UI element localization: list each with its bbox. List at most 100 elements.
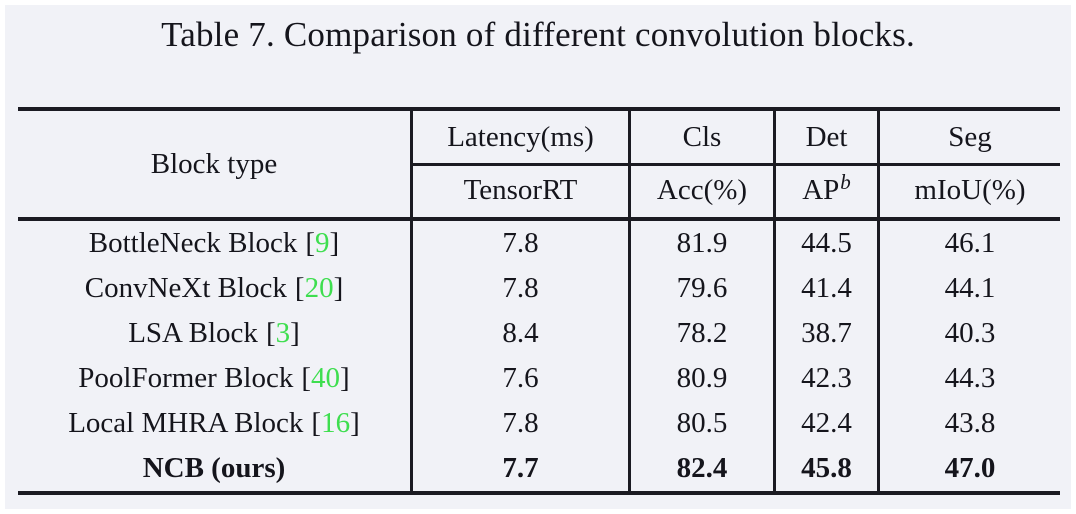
cell-acc: 79.6: [628, 266, 773, 311]
block-name: PoolFormer Block: [78, 362, 294, 394]
cell-acc: 78.2: [628, 311, 773, 356]
header-seg: Seg: [877, 111, 1060, 164]
latency-value: 8.4: [502, 317, 539, 349]
block-name: BottleNeck Block: [88, 227, 298, 259]
header-latency-label: Latency(ms): [447, 121, 594, 153]
cell-ap: 41.4: [773, 266, 877, 311]
block-name: NCB (ours): [142, 452, 286, 484]
header-det-label: Det: [805, 121, 848, 153]
latency-value: 7.8: [502, 272, 539, 304]
header-cls-label: Cls: [682, 121, 722, 153]
cell-latency: 7.6: [410, 356, 628, 401]
cell-acc: 80.9: [628, 356, 773, 401]
header-acc-label: Acc(%): [656, 174, 748, 206]
ap-value: 42.3: [801, 362, 852, 394]
header-cls: Cls: [628, 111, 773, 164]
block-name: ConvNeXt Block: [84, 272, 287, 304]
cell-acc: 80.5: [628, 401, 773, 446]
cell-latency: 7.8: [410, 266, 628, 311]
cell-latency: 7.7: [410, 446, 628, 491]
cell-ap: 42.3: [773, 356, 877, 401]
citation-bracket-open: [: [265, 317, 276, 349]
cell-miou: 46.1: [877, 221, 1060, 266]
table-caption: Table 7. Comparison of different convolu…: [161, 15, 915, 54]
miou-value: 46.1: [944, 227, 996, 259]
acc-value: 78.2: [676, 317, 728, 349]
cell-miou: 44.1: [877, 266, 1060, 311]
citation-bracket-open: [: [311, 407, 322, 439]
latency-value: 7.6: [502, 362, 539, 394]
cell-acc: 82.4: [628, 446, 773, 491]
header-seg-label: Seg: [948, 121, 992, 153]
block-name: Local MHRA Block: [68, 407, 304, 439]
header-block-type: Block type: [18, 111, 410, 217]
cell-block-type: BottleNeck Block [9]: [18, 221, 410, 266]
cell-miou: 40.3: [877, 311, 1060, 356]
cell-ap: 38.7: [773, 311, 877, 356]
table-header: Block type Latency(ms) Cls Det Seg Tenso…: [18, 107, 1060, 221]
miou-value: 40.3: [944, 317, 996, 349]
citation-bracket-close: ]: [329, 227, 340, 259]
acc-value: 82.4: [676, 452, 728, 484]
header-ap-superscript: b: [840, 170, 851, 194]
miou-value: 44.3: [944, 362, 996, 394]
header-det: Det: [773, 111, 877, 164]
cell-latency: 7.8: [410, 401, 628, 446]
cell-block-type: Local MHRA Block [16]: [18, 401, 410, 446]
cell-latency: 7.8: [410, 221, 628, 266]
ap-value: 42.4: [801, 407, 852, 439]
header-tensorrt-label: TensorRT: [463, 174, 578, 206]
acc-value: 79.6: [676, 272, 728, 304]
table-body: BottleNeck Block [9] 7.8 81.9 44.5 46.1 C…: [18, 221, 1060, 495]
citation-bracket-open: [: [294, 272, 305, 304]
cell-miou: 44.3: [877, 356, 1060, 401]
cell-block-type: LSA Block [3]: [18, 311, 410, 356]
citation-bracket-open: [: [301, 362, 312, 394]
header-ap-base: AP: [802, 174, 840, 206]
acc-value: 81.9: [676, 227, 728, 259]
header-mid-rule: [412, 163, 1060, 166]
cell-latency: 8.4: [410, 311, 628, 356]
cell-ap: 45.8: [773, 446, 877, 491]
miou-value: 47.0: [944, 452, 996, 484]
citation-link[interactable]: 40: [311, 362, 341, 394]
cell-miou: 43.8: [877, 401, 1060, 446]
cell-ap: 44.5: [773, 221, 877, 266]
header-block-type-label: Block type: [150, 148, 278, 180]
header-ap: APb: [773, 164, 877, 217]
citation-bracket-open: [: [305, 227, 316, 259]
cell-acc: 81.9: [628, 221, 773, 266]
header-miou: mIoU(%): [877, 164, 1060, 217]
citation-link[interactable]: 3: [275, 317, 291, 349]
citation-bracket-close: ]: [340, 362, 350, 394]
latency-value: 7.8: [502, 227, 539, 259]
acc-value: 80.9: [676, 362, 728, 394]
citation-link[interactable]: 16: [321, 407, 351, 439]
cell-block-type: PoolFormer Block [40]: [18, 356, 410, 401]
miou-value: 43.8: [944, 407, 996, 439]
cell-block-type: ConvNeXt Block [20]: [18, 266, 410, 311]
ap-value: 38.7: [801, 317, 852, 349]
ap-value: 41.4: [801, 272, 852, 304]
ap-value: 44.5: [801, 227, 852, 259]
latency-value: 7.8: [502, 407, 539, 439]
block-name: LSA Block: [128, 317, 258, 349]
citation-bracket-close: ]: [350, 407, 360, 439]
cell-block-type: NCB (ours): [18, 446, 410, 491]
citation-bracket-close: ]: [290, 317, 300, 349]
cell-ap: 42.4: [773, 401, 877, 446]
miou-value: 44.1: [944, 272, 996, 304]
latency-value: 7.7: [502, 452, 539, 484]
comparison-table: Block type Latency(ms) Cls Det Seg Tenso…: [18, 107, 1060, 495]
citation-link[interactable]: 9: [315, 227, 330, 259]
ap-value: 45.8: [801, 452, 852, 484]
header-acc: Acc(%): [628, 164, 773, 217]
acc-value: 80.5: [676, 407, 728, 439]
citation-bracket-close: ]: [333, 272, 344, 304]
cell-miou: 47.0: [877, 446, 1060, 491]
header-latency: Latency(ms): [410, 111, 628, 164]
header-miou-label: mIoU(%): [914, 174, 1026, 206]
citation-link[interactable]: 20: [304, 272, 334, 304]
header-tensorrt: TensorRT: [410, 164, 628, 217]
